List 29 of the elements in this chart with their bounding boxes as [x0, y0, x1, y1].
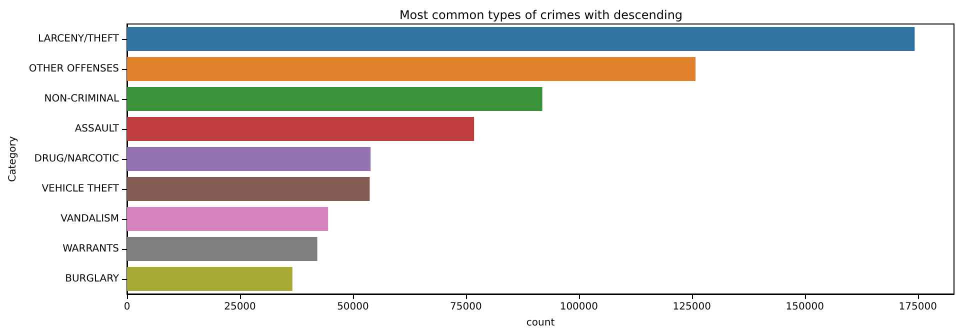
y-tick-label: OTHER OFFENSES [28, 64, 120, 74]
x-tick-label: 100000 [560, 302, 598, 312]
y-tick-label: VANDALISM [60, 214, 120, 224]
x-tick-label: 25000 [224, 302, 256, 312]
bar [127, 87, 542, 111]
x-axis-title: count [526, 318, 555, 328]
x-tick-label: 0 [124, 302, 130, 312]
bar [127, 267, 292, 291]
bar [127, 207, 328, 231]
bar [127, 147, 371, 171]
y-tick-label: WARRANTS [62, 244, 120, 254]
y-tick-label: ASSAULT [74, 124, 120, 134]
y-tick-label: DRUG/NARCOTIC [34, 154, 120, 164]
x-tick-label: 50000 [337, 302, 369, 312]
bar [127, 117, 474, 141]
x-tick-label: 150000 [786, 302, 824, 312]
y-tick-label: BURGLARY [65, 274, 120, 284]
bar [127, 57, 696, 81]
bar [127, 177, 370, 201]
chart-title: Most common types of crimes with descending [399, 8, 683, 22]
bar [127, 237, 318, 261]
x-tick-label: 125000 [672, 302, 711, 312]
y-axis-title: Category [8, 136, 18, 182]
y-tick-label: NON-CRIMINAL [44, 94, 120, 104]
bar [127, 27, 915, 51]
x-tick-label: 75000 [450, 302, 482, 312]
y-tick-label: LARCENY/THEFT [38, 34, 120, 44]
y-tick-label: VEHICLE THEFT [42, 184, 120, 194]
x-tick-label: 175000 [898, 302, 937, 312]
